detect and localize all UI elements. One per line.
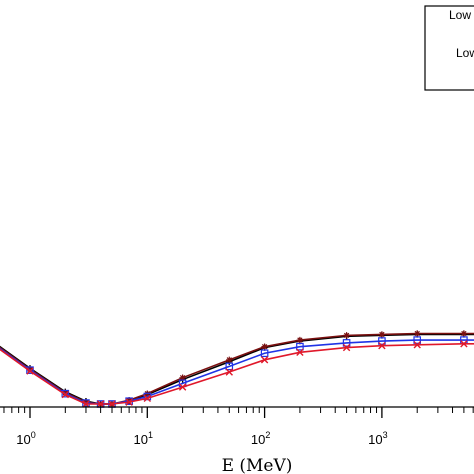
x-tick-label: 101 (134, 430, 153, 447)
x-tick-label: 103 (368, 430, 387, 447)
data-point (296, 336, 304, 344)
data-point (61, 389, 70, 398)
data-point (225, 368, 233, 376)
series-3 (0, 340, 474, 408)
data-point (125, 398, 133, 406)
legend-entry-0: Low (449, 8, 471, 22)
data-point (96, 400, 105, 408)
data-point (179, 374, 186, 381)
legend: Low Low (424, 5, 474, 91)
data-point (343, 332, 350, 339)
series-line (0, 343, 474, 405)
x-tick-label: 102 (251, 430, 270, 447)
data-point (82, 400, 90, 408)
data-point (460, 340, 468, 348)
x-tick-label: 100 (16, 430, 35, 447)
data-point (26, 367, 34, 375)
data-point (414, 330, 421, 337)
legend-entry-1: Low (456, 46, 474, 60)
data-point (61, 390, 70, 399)
data-point (260, 356, 269, 364)
legend-box (424, 5, 474, 91)
data-point (108, 400, 116, 408)
data-point (178, 383, 187, 391)
x-tick-labels: 100 101 102 103 (16, 430, 387, 447)
data-point (378, 342, 386, 350)
data-point (378, 331, 386, 338)
data-point (261, 343, 268, 350)
data-point (260, 349, 269, 358)
data-point (378, 337, 386, 345)
data-point (413, 336, 422, 344)
data-point (143, 394, 151, 403)
data-point (413, 341, 421, 349)
data-point (26, 366, 34, 374)
x-ticks (3, 407, 474, 418)
data-point (296, 348, 304, 356)
data-point (342, 343, 351, 352)
data-point (82, 398, 90, 406)
series-layer (0, 330, 474, 408)
data-point (225, 362, 234, 371)
x-axis-label: E (MeV) (222, 456, 293, 474)
data-point (342, 339, 351, 347)
data-point (460, 330, 468, 337)
data-point (296, 342, 304, 351)
data-point (125, 397, 133, 404)
data-point (143, 392, 152, 401)
data-point (226, 356, 233, 364)
